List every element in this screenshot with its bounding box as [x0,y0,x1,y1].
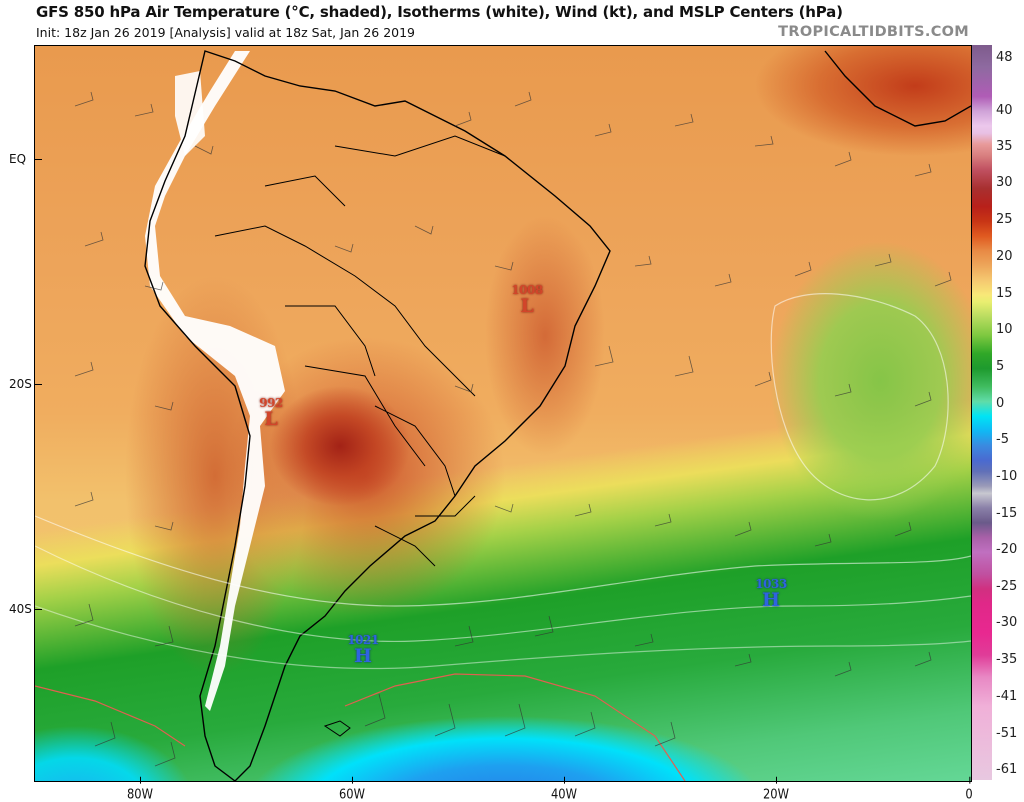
colorbar-label: 5 [996,359,1005,374]
y-tick-20s: 20S [9,377,42,391]
x-tick-20w: 20W [762,776,790,802]
colorbar-label: -25 [996,579,1018,594]
x-tick-40w: 40W [550,776,578,802]
colorbar-label: -35 [996,652,1018,667]
colorbar-label: 30 [996,175,1013,190]
pressure-value: 1008 [511,283,543,297]
x-tick-60w: 60W [338,776,366,802]
low-marker-icon: L [520,295,534,317]
high-marker-icon: H [354,645,372,667]
isotherm [770,293,949,501]
y-tick-40s: 40S [9,602,42,616]
isotherm [35,545,971,643]
wind-barbs [74,91,952,767]
y-tick-eq: EQ [9,152,43,166]
colorbar-label: -51 [996,726,1018,741]
colorbar-label: 0 [996,396,1005,411]
low-pressure-center-1008: 1008 L [507,283,547,317]
colorbar-label: 48 [996,50,1013,65]
colorbar-label: 25 [996,212,1013,227]
falkland-islands [323,720,351,737]
high-pressure-center-1021: 1021 H [343,633,383,667]
x-tick-0: 0 [965,776,973,802]
africa-coastline [824,50,971,127]
temperature-colorbar [972,45,992,780]
pressure-value: 1021 [347,633,379,647]
country-borders [214,135,506,567]
colorbar-label: -20 [996,542,1018,557]
colorbar-label: 35 [996,139,1013,154]
colorbar-label: -30 [996,615,1018,630]
colorbar-label: -5 [996,432,1009,447]
colorbar-label: 20 [996,249,1013,264]
colorbar-label: -10 [996,469,1018,484]
colorbar-label: -15 [996,506,1018,521]
colorbar-label: 15 [996,286,1013,301]
colorbar-label: 40 [996,103,1013,118]
zero-degree-isotherm [35,673,686,781]
x-tick-80w: 80W [126,776,154,802]
high-marker-icon: H [762,589,780,611]
andes-mask [145,51,285,711]
pressure-value: 992 [259,396,283,410]
low-pressure-center-992: 992 L [251,396,291,430]
high-pressure-center-1033: 1033 H [751,577,791,611]
colorbar-label: 10 [996,322,1013,337]
chart-subtitle: Init: 18z Jan 26 2019 [Analysis] valid a… [36,25,416,40]
brand-watermark: TROPICALTIDBITS.COM [778,24,969,40]
pressure-value: 1033 [755,577,787,591]
isotherm [35,515,971,607]
chart-title: GFS 850 hPa Air Temperature (°C, shaded)… [36,3,843,21]
colorbar-label: -41 [996,689,1018,704]
coastline-overlay [35,50,971,781]
colorbar-label: -61 [996,762,1018,777]
isotherm [35,605,971,670]
low-marker-icon: L [264,408,278,430]
map-panel: 992 L 1008 L 1021 H 1033 H [34,45,972,782]
